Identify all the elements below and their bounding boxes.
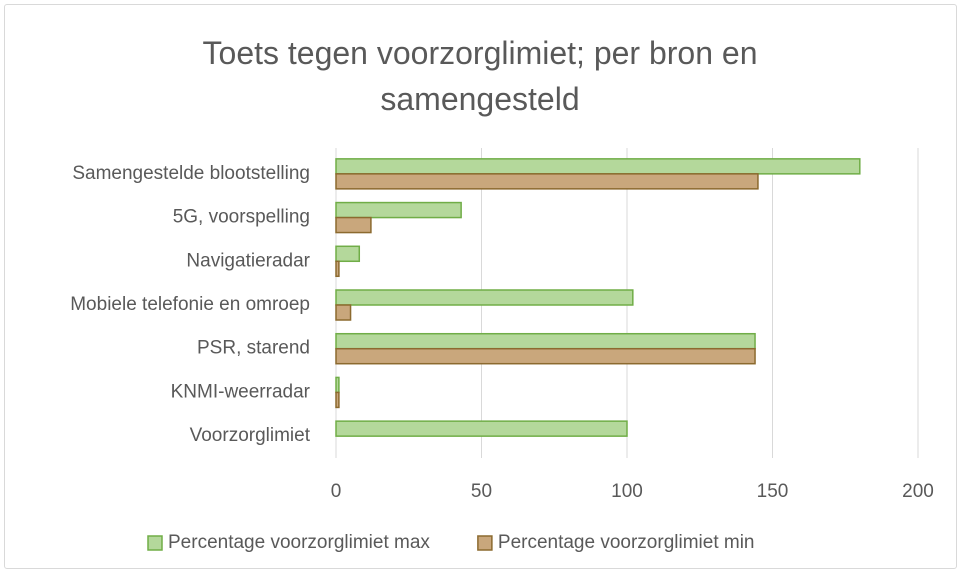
bar xyxy=(335,304,352,321)
chart-frame xyxy=(4,4,957,569)
legend-swatch xyxy=(477,535,493,551)
bar xyxy=(335,173,759,190)
y-tick-label: 5G, voorspelling xyxy=(173,207,310,228)
bar xyxy=(335,289,634,306)
y-tick-label: Voorzorglimiet xyxy=(190,425,311,446)
bar xyxy=(335,201,462,219)
bar xyxy=(335,376,340,394)
legend-label: Percentage voorzorglimiet max xyxy=(168,532,430,553)
bar xyxy=(335,216,372,234)
x-tick-label: 150 xyxy=(757,481,789,502)
x-tick-label: 0 xyxy=(331,481,342,502)
bar xyxy=(335,158,861,175)
chart-title: Toets tegen voorzorglimiet; per bron en … xyxy=(202,35,758,117)
bar xyxy=(335,260,340,278)
bar xyxy=(335,332,756,350)
bar xyxy=(335,420,628,437)
bar xyxy=(335,347,756,365)
y-tick-label: Mobiele telefonie en omroep xyxy=(70,294,310,315)
legend-label: Percentage voorzorglimiet min xyxy=(498,532,755,553)
y-tick-label: Navigatieradar xyxy=(186,250,310,271)
y-tick-label: PSR, starend xyxy=(197,338,310,359)
x-tick-label: 100 xyxy=(611,481,643,502)
legend-swatch xyxy=(147,535,163,551)
bar xyxy=(335,391,340,409)
bar xyxy=(335,245,361,263)
x-tick-label: 50 xyxy=(471,481,492,502)
y-tick-label: Samengestelde blootstelling xyxy=(72,163,310,184)
x-tick-label: 200 xyxy=(902,481,934,502)
y-tick-label: KNMI-weerradar xyxy=(171,381,311,402)
